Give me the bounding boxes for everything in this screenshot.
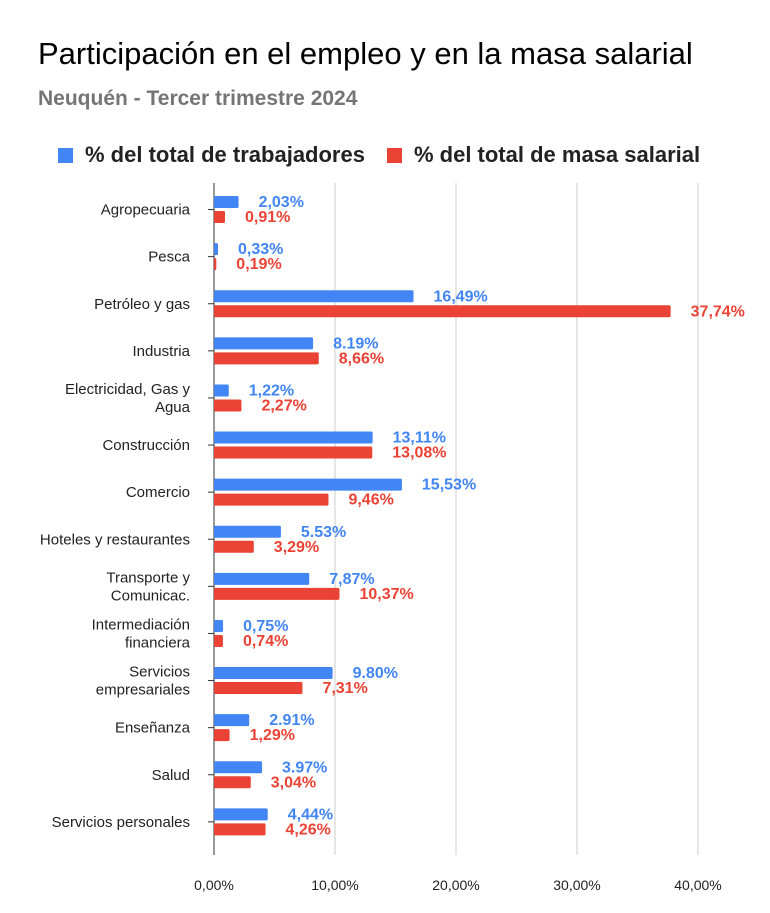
bar-masa-salarial — [214, 776, 251, 789]
legend: % del total de trabajadores % del total … — [58, 140, 722, 170]
bar-trabajadores — [214, 572, 310, 585]
y-category-label-line: Agua — [155, 399, 191, 416]
legend-item-trabajadores: % del total de trabajadores — [58, 142, 365, 168]
y-category-label-line: Electricidad, Gas y — [65, 381, 191, 398]
bar-trabajadores — [214, 337, 314, 350]
bar-masa-salarial — [214, 446, 373, 459]
data-label-masa-salarial: 0,19% — [236, 256, 281, 273]
data-label-trabajadores: 9.80% — [353, 665, 398, 682]
data-label-trabajadores: 2.91% — [269, 712, 314, 729]
y-category-label: Intermediación financiera — [92, 616, 191, 651]
bar-masa-salarial — [214, 493, 329, 506]
data-label-masa-salarial: 10,37% — [359, 586, 413, 603]
legend-swatch-masa-salarial — [386, 147, 402, 163]
bar-trabajadores — [214, 761, 263, 774]
data-label-trabajadores: 7,87% — [329, 571, 374, 588]
data-label-trabajadores: 13,11% — [393, 430, 446, 447]
data-label-masa-salarial: 1,29% — [250, 727, 295, 744]
data-label-masa-salarial: 3,29% — [274, 539, 319, 556]
bar-trabajadores — [214, 619, 224, 632]
data-label-trabajadores: 15,53% — [422, 477, 476, 494]
y-category-label-line: Transporte y — [106, 569, 190, 586]
bar-masa-salarial — [214, 587, 340, 600]
bar-masa-salarial — [214, 682, 303, 695]
legend-label-masa-salarial: % del total de masa salarial — [413, 142, 701, 167]
data-label-masa-salarial: 4,26% — [286, 821, 331, 838]
y-category-label: Servicios personales — [52, 814, 190, 831]
x-tick-label: 0,00% — [194, 877, 234, 893]
y-category-label: Industria — [132, 343, 190, 360]
bar-masa-salarial — [214, 211, 226, 224]
bar-masa-salarial — [214, 634, 223, 647]
y-category-label: Hoteles y restaurantes — [40, 531, 190, 548]
bar-masa-salarial — [214, 352, 319, 365]
data-label-trabajadores: 8.19% — [333, 335, 378, 352]
bar-trabajadores — [214, 384, 229, 397]
y-category-label: Enseñanza — [115, 720, 191, 737]
data-label-masa-salarial: 13,08% — [392, 445, 446, 462]
data-label-masa-salarial: 37,74% — [691, 303, 745, 320]
bar-trabajadores — [214, 290, 414, 303]
y-category-label-line: Intermediación — [92, 616, 190, 633]
bar-masa-salarial — [214, 399, 242, 412]
data-label-masa-salarial: 9,46% — [348, 492, 393, 509]
data-label-masa-salarial: 0,74% — [243, 633, 288, 650]
bar-trabajadores — [214, 431, 373, 444]
x-tick-label: 30,00% — [553, 877, 600, 893]
bar-trabajadores — [214, 243, 218, 256]
data-label-trabajadores: 0,33% — [238, 241, 283, 258]
data-label-masa-salarial: 3,04% — [271, 774, 316, 791]
chart-title: Participación en el empleo y en la masa … — [38, 36, 693, 71]
y-category-label: Salud — [152, 767, 190, 784]
data-label-trabajadores: 5.53% — [301, 524, 346, 541]
y-category-label-line: Servicios — [129, 664, 190, 681]
bar-masa-salarial — [214, 258, 217, 271]
data-label-trabajadores: 16,49% — [434, 288, 488, 305]
y-category-label: Servicios empresariales — [96, 664, 190, 699]
x-tick-label: 40,00% — [674, 877, 721, 893]
bar-masa-salarial — [214, 729, 230, 742]
bar-trabajadores — [214, 667, 333, 680]
x-tick-label: 20,00% — [432, 877, 479, 893]
bar-trabajadores — [214, 525, 281, 538]
bar-trabajadores — [214, 808, 268, 821]
y-category-label: Construcción — [102, 437, 190, 454]
y-category-label: Comercio — [126, 484, 190, 501]
data-label-masa-salarial: 7,31% — [322, 680, 367, 697]
data-label-trabajadores: 2,03% — [259, 194, 304, 211]
y-category-label-line: Comunicac. — [111, 587, 190, 604]
y-category-label-line: financiera — [125, 634, 191, 651]
data-label-masa-salarial: 0,91% — [245, 209, 290, 226]
data-label-trabajadores: 4,44% — [288, 806, 333, 823]
bar-trabajadores — [214, 196, 239, 209]
y-category-label: Transporte y Comunicac. — [106, 569, 190, 604]
x-tick-label: 10,00% — [311, 877, 358, 893]
data-label-trabajadores: 3.97% — [282, 759, 327, 776]
bar-trabajadores — [214, 714, 250, 727]
data-label-masa-salarial: 8,66% — [339, 350, 384, 367]
legend-label-trabajadores: % del total de trabajadores — [85, 142, 365, 167]
y-category-label: Agropecuaria — [101, 202, 191, 219]
bar-masa-salarial — [214, 823, 266, 836]
legend-swatch-trabajadores — [58, 147, 73, 163]
y-category-label: Pesca — [148, 249, 190, 266]
data-label-trabajadores: 0,75% — [243, 618, 288, 635]
legend-item-masa-salarial: % del total de masa salarial — [386, 142, 701, 168]
y-category-label-line: empresariales — [96, 682, 190, 699]
chart-subtitle: Neuquén - Tercer trimestre 2024 — [38, 87, 358, 110]
bar-masa-salarial — [214, 540, 254, 553]
y-category-label: Petróleo y gas — [94, 296, 190, 313]
y-category-label: Electricidad, Gas y Agua — [65, 381, 191, 416]
data-label-trabajadores: 1,22% — [249, 382, 294, 399]
data-label-masa-salarial: 2,27% — [261, 397, 306, 414]
bar-trabajadores — [214, 478, 402, 491]
bar-masa-salarial — [214, 305, 671, 318]
